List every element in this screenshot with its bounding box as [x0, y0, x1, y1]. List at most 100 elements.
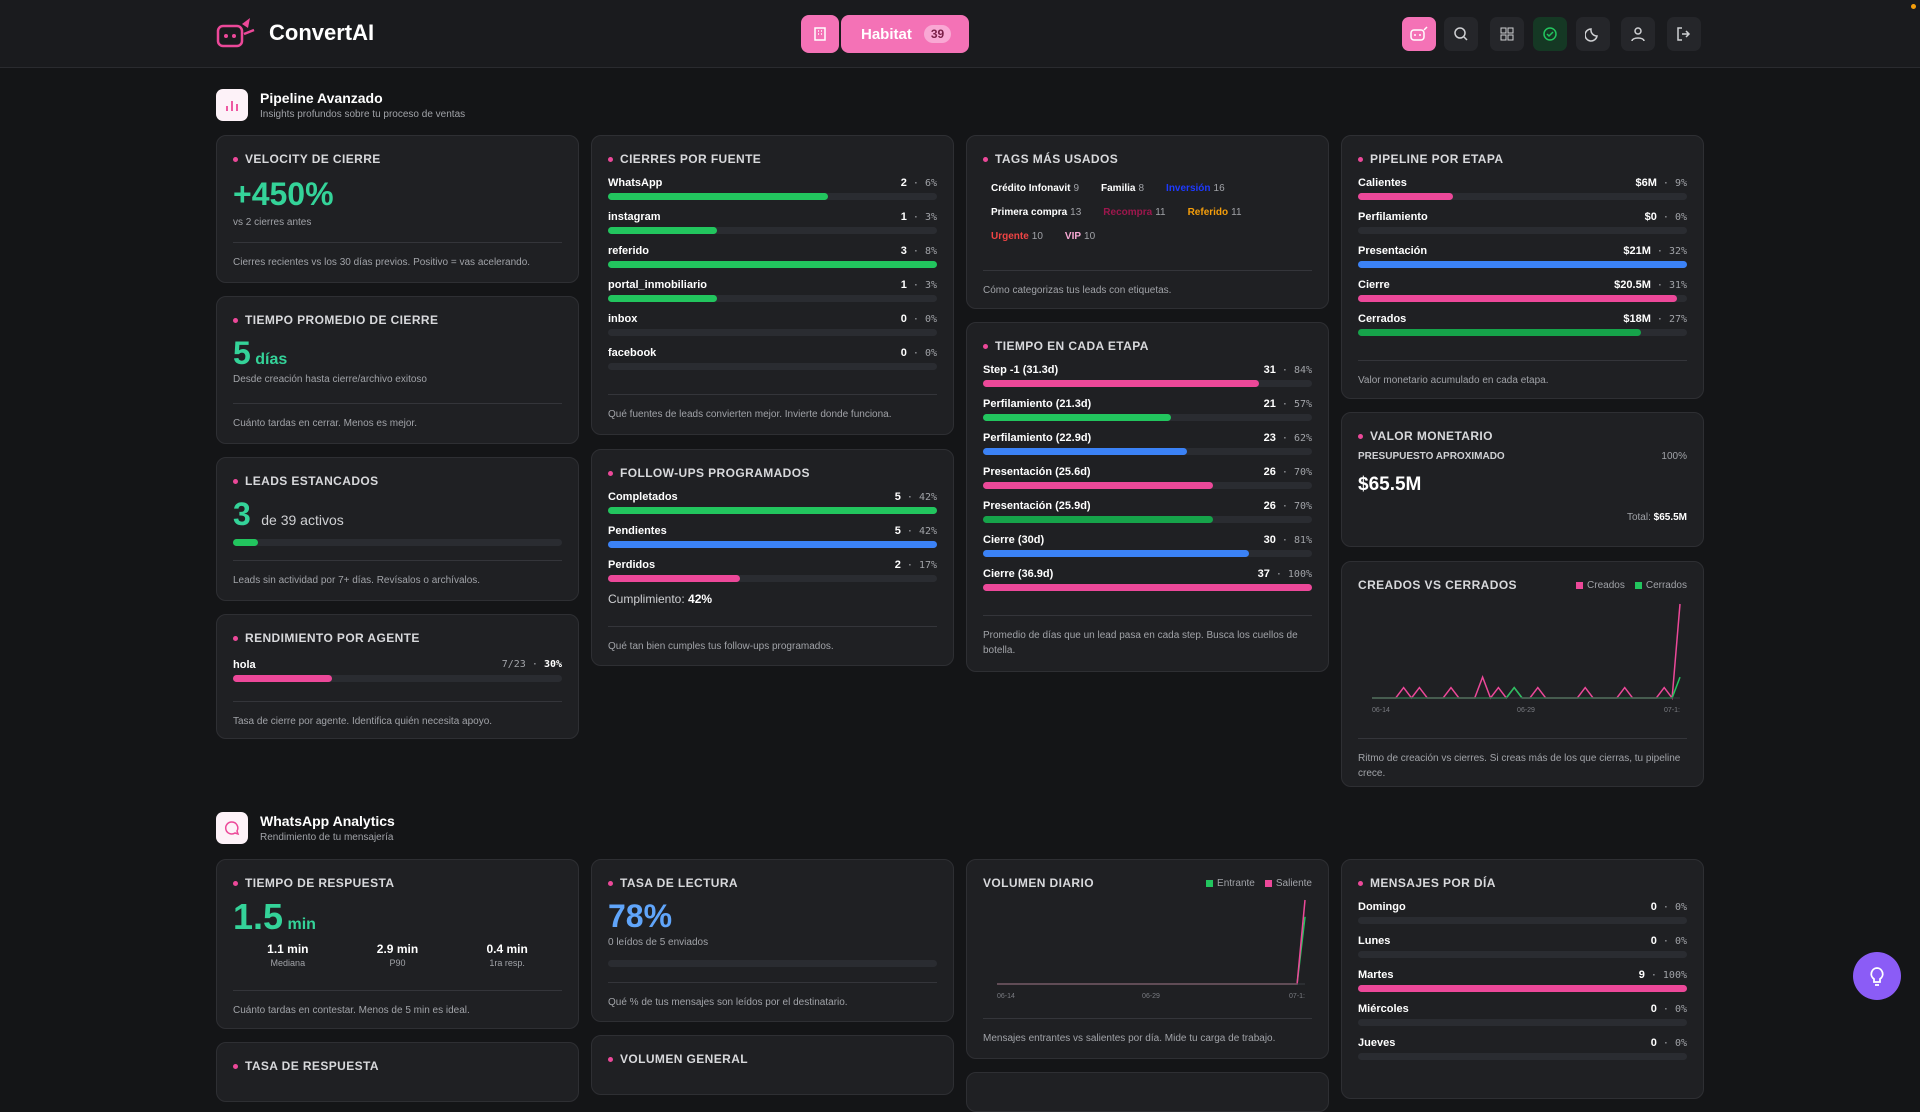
- respuesta-unit: min: [287, 916, 316, 933]
- row-label: Miércoles: [1358, 1003, 1409, 1015]
- metric-row: Pendientes 5 · 42%: [608, 525, 937, 548]
- workspace-name: Habitat: [861, 25, 912, 43]
- row-label: Cierre (36.9d): [983, 568, 1054, 580]
- x-tick-label: 06-29: [1517, 707, 1535, 714]
- tasa-respuesta-card: TASA DE RESPUESTA: [216, 1042, 579, 1102]
- tag-chip[interactable]: Referido 11: [1187, 207, 1242, 218]
- logout-icon[interactable]: [1667, 17, 1701, 51]
- card-title: VELOCITY DE CIERRE: [245, 152, 381, 166]
- x-tick-label: 06-29: [1142, 993, 1160, 1000]
- tag-chip[interactable]: Inversión 16: [1166, 183, 1225, 194]
- top-bar: ConvertAI Habitat 39: [0, 0, 1920, 68]
- valor-card: VALOR MONETARIO PRESUPUESTO APROXIMADO 10…: [1341, 412, 1704, 547]
- estancados-value: 3: [233, 496, 251, 532]
- chat-bot-icon[interactable]: [1402, 17, 1436, 51]
- creados-card: CREADOS VS CERRADOS Creados Cerrados 06-1…: [1341, 561, 1704, 787]
- row-bar: [983, 550, 1312, 557]
- tag-chip[interactable]: VIP 10: [1064, 231, 1096, 242]
- row-bar-fill: [983, 380, 1260, 387]
- row-bar: [608, 295, 937, 302]
- row-value: 23 · 62%: [1263, 432, 1312, 444]
- card-title: PIPELINE POR ETAPA: [1370, 152, 1504, 166]
- row-bar: [608, 193, 937, 200]
- row-bar-fill: [1358, 261, 1687, 268]
- grid-icon[interactable]: [1490, 17, 1524, 51]
- row-value: 0 · 0%: [1650, 1037, 1687, 1049]
- metric-row: instagram 1 · 3%: [608, 211, 937, 234]
- metric-row: Cierre (36.9d) 37 · 100%: [983, 568, 1312, 591]
- workspace-selector[interactable]: Habitat 39: [841, 15, 969, 53]
- volumen-card: VOLUMEN DIARIO Entrante Saliente 06-14 06-…: [966, 859, 1329, 1059]
- card-title: TASA DE RESPUESTA: [245, 1059, 379, 1073]
- row-bar: [1358, 1019, 1687, 1026]
- agent-name: hola: [233, 659, 256, 671]
- notification-dot: [1911, 4, 1916, 9]
- check-circle-icon[interactable]: [1533, 17, 1567, 51]
- search-icon[interactable]: [1444, 17, 1478, 51]
- user-icon[interactable]: [1621, 17, 1655, 51]
- row-label: Martes: [1358, 969, 1394, 981]
- valor-label: PRESUPUESTO APROXIMADO: [1358, 451, 1505, 462]
- metric-row: facebook 0 · 0%: [608, 347, 937, 370]
- row-bar: [608, 261, 937, 268]
- row-label: Lunes: [1358, 935, 1391, 947]
- lectura-card: TASA DE LECTURA 78% 0 leídos de 5 enviad…: [591, 859, 954, 1022]
- estancados-progress: [233, 539, 562, 546]
- row-bar: [1358, 985, 1687, 992]
- tiempo-cierre-card: TIEMPO PROMEDIO DE CIERRE 5 días Desde c…: [216, 296, 579, 444]
- row-bar-fill: [983, 584, 1312, 591]
- metric-row: Calientes $6M · 9%: [1358, 177, 1687, 200]
- legend-entrante: Entrante: [1217, 877, 1255, 889]
- row-bar: [608, 227, 937, 234]
- mensajes-dia-card: MENSAJES POR DÍA Domingo 0 · 0% Lunes 0 · 0…: [1341, 859, 1704, 1099]
- row-label: Presentación: [1358, 245, 1428, 257]
- row-bar: [1358, 951, 1687, 958]
- row-bar: [983, 482, 1312, 489]
- row-value: $20.5M · 31%: [1614, 279, 1687, 291]
- agent-pct: 30%: [543, 659, 562, 670]
- tag-chip[interactable]: Familia 8: [1101, 183, 1145, 194]
- moon-icon[interactable]: [1576, 17, 1610, 51]
- row-bar: [1358, 917, 1687, 924]
- section-subtitle: Rendimiento de tu mensajería: [260, 832, 394, 843]
- row-bar: [1358, 1053, 1687, 1060]
- fuente-card: CIERRES POR FUENTE WhatsApp 2 · 6% instagr…: [591, 135, 954, 435]
- legend-creados: Creados: [1587, 579, 1625, 591]
- row-bar: [983, 516, 1312, 523]
- row-label: Cierre: [1358, 279, 1390, 291]
- row-bar-fill: [608, 575, 740, 582]
- cumplimiento-value: 42%: [688, 592, 713, 606]
- row-bar-fill: [608, 295, 717, 302]
- row-label: Cierre (30d): [983, 534, 1045, 546]
- row-bar-fill: [608, 227, 717, 234]
- tag-chip[interactable]: Primera compra 13: [991, 207, 1082, 218]
- cumplimiento-label: Cumplimiento:: [608, 592, 685, 606]
- row-label: Perfilamiento (22.9d): [983, 432, 1092, 444]
- chart-legend: Creados Cerrados: [1566, 578, 1687, 592]
- metric-row: Lunes 0 · 0%: [1358, 935, 1687, 958]
- row-bar: [1358, 227, 1687, 234]
- row-value: 30 · 81%: [1263, 534, 1312, 546]
- row-value: 2 · 17%: [894, 559, 937, 571]
- etapa-list: Step -1 (31.3d) 31 · 84% Perfilamiento (21…: [983, 364, 1312, 591]
- chat-bubble-icon: [216, 812, 248, 844]
- row-bar-fill: [1358, 295, 1678, 302]
- legend-saliente: Saliente: [1275, 877, 1312, 889]
- tag-chip[interactable]: Urgente 10: [991, 231, 1043, 242]
- metric-row: Completados 5 · 42%: [608, 491, 937, 514]
- metric-row: Domingo 0 · 0%: [1358, 901, 1687, 924]
- tiempo-etapa-card: TIEMPO EN CADA ETAPA Step -1 (31.3d) 31 ·…: [966, 322, 1329, 672]
- card-note: Mensajes entrantes vs salientes por día.…: [983, 1018, 1312, 1046]
- row-label: Step -1 (31.3d): [983, 364, 1059, 376]
- row-value: 21 · 57%: [1263, 398, 1312, 410]
- volumen-general-card: VOLUMEN GENERAL: [591, 1035, 954, 1095]
- help-lightbulb-button[interactable]: [1853, 952, 1901, 1000]
- tag-chip[interactable]: Crédito Infonavit 9: [991, 183, 1080, 194]
- building-icon[interactable]: [801, 15, 839, 53]
- card-title: LEADS ESTANCADOS: [245, 474, 379, 488]
- row-value: $21M · 32%: [1623, 245, 1687, 257]
- row-label: Perfilamiento: [1358, 211, 1428, 223]
- row-bar: [983, 584, 1312, 591]
- row-value: 2 · 6%: [900, 177, 937, 189]
- tag-chip[interactable]: Recompra 11: [1103, 207, 1166, 218]
